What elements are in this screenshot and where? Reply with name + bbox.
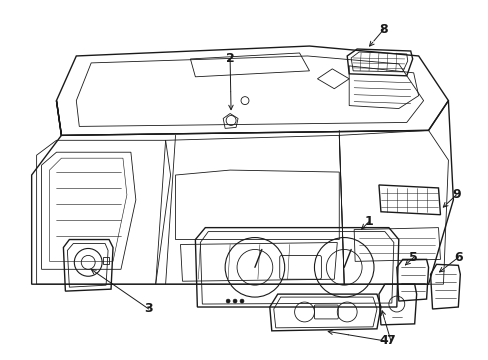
- Text: 4: 4: [379, 334, 387, 347]
- Circle shape: [225, 299, 230, 303]
- Text: 8: 8: [379, 23, 387, 36]
- Text: 7: 7: [386, 334, 394, 347]
- Circle shape: [240, 299, 244, 303]
- Text: 5: 5: [408, 251, 417, 264]
- Text: 3: 3: [144, 302, 153, 315]
- Text: 2: 2: [225, 53, 234, 66]
- Text: 1: 1: [364, 215, 373, 228]
- Circle shape: [233, 299, 237, 303]
- Text: 9: 9: [451, 188, 460, 201]
- Text: 6: 6: [453, 251, 462, 264]
